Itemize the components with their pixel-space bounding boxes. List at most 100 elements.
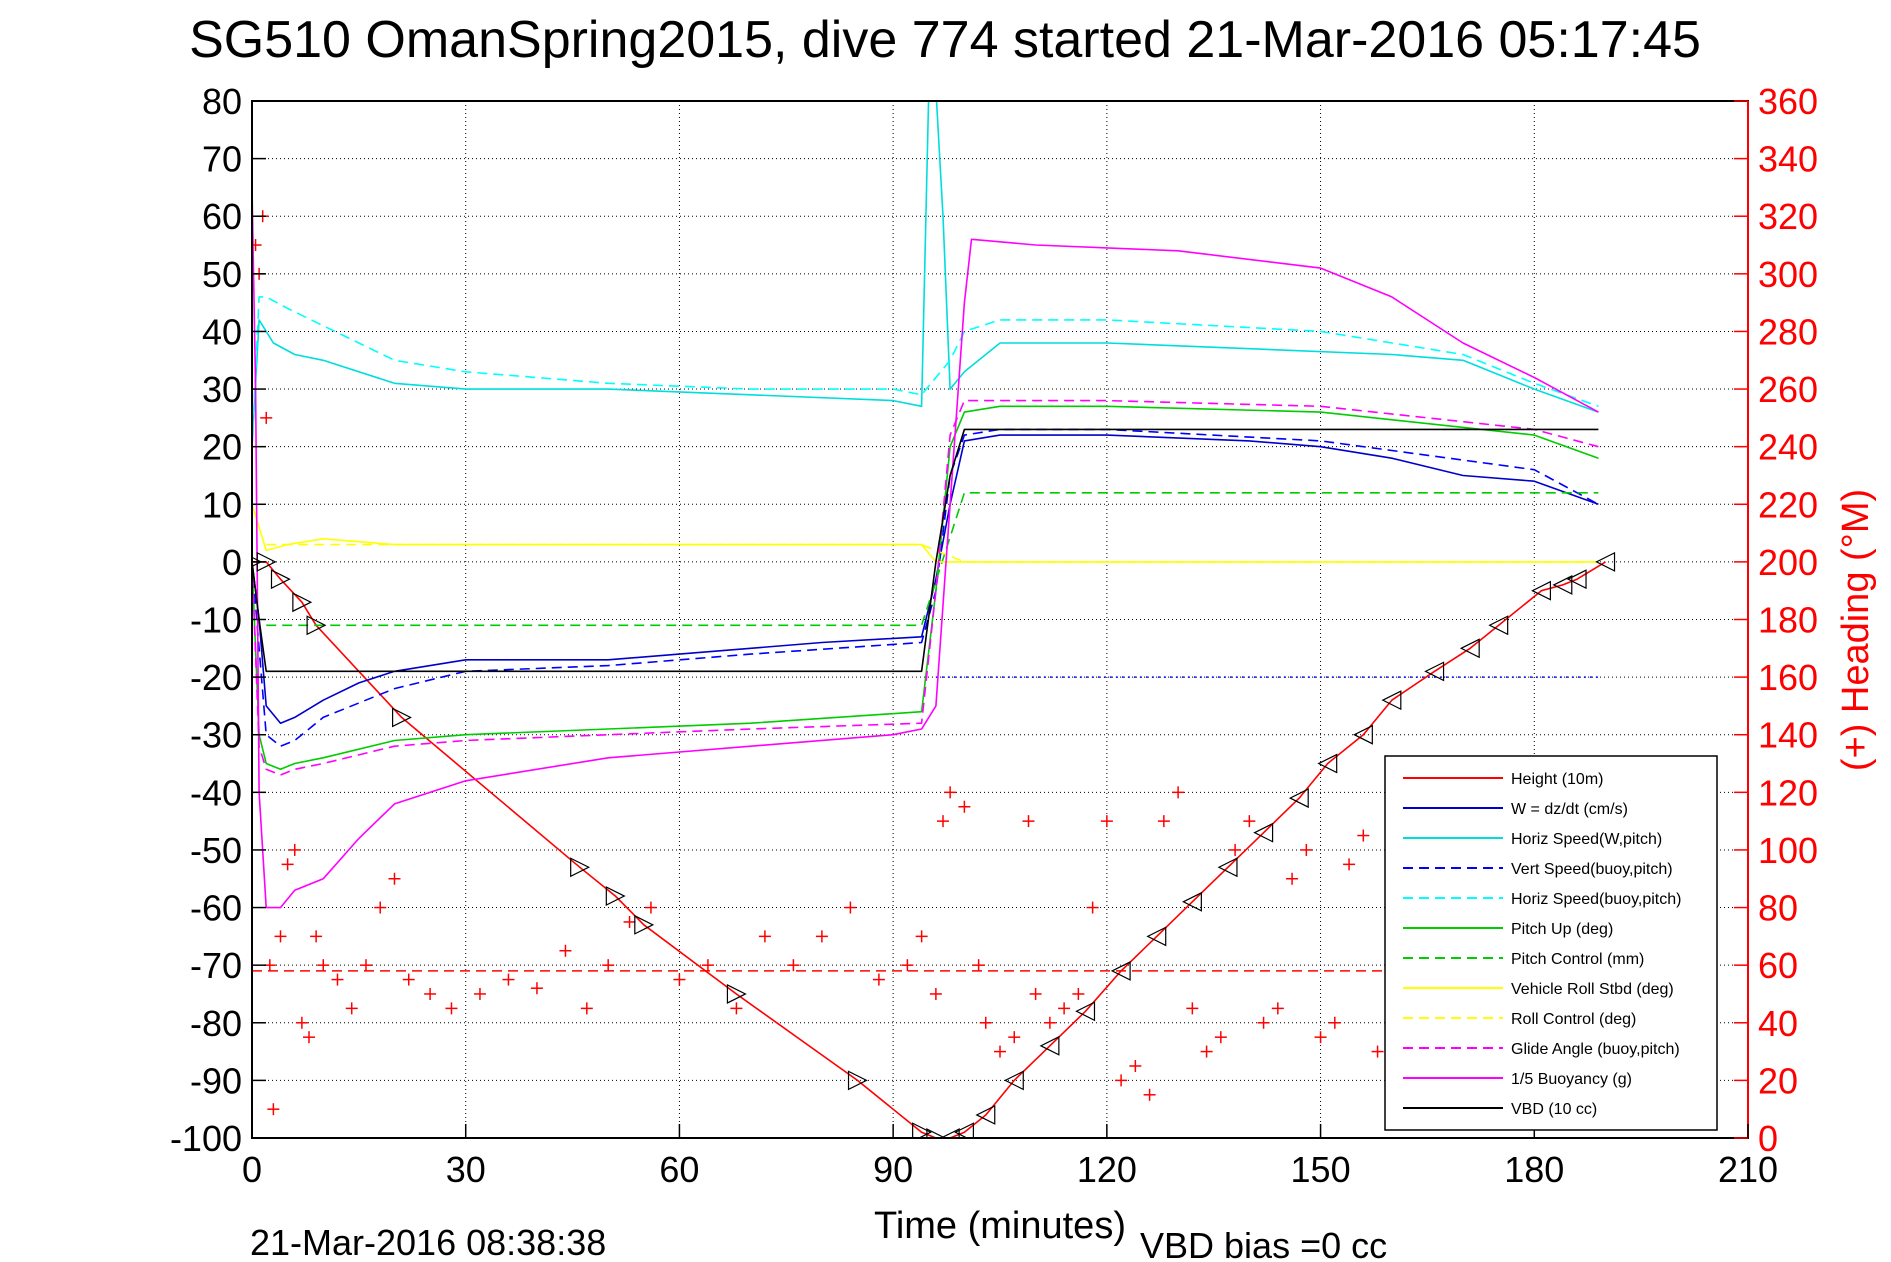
heading-point — [787, 959, 800, 972]
depth-markers-layer — [252, 551, 1616, 1138]
legend-label: W = dz/dt (cm/s) — [1511, 801, 1628, 818]
x-tick-label: 150 — [1291, 1149, 1351, 1190]
left-tick-label: -50 — [190, 830, 242, 871]
right-axis-label: (+) Heading (°M) — [1835, 489, 1877, 771]
depth-marker — [1566, 569, 1587, 590]
depth-marker — [1003, 1070, 1024, 1091]
heading-point — [1371, 1045, 1384, 1058]
right-tick-label: 220 — [1758, 484, 1818, 525]
right-tick-label: 280 — [1758, 311, 1818, 352]
left-tick-label: -100 — [170, 1118, 242, 1159]
heading-point — [1214, 1031, 1227, 1044]
heading-point — [331, 973, 344, 986]
heading-point — [345, 1002, 358, 1015]
heading-point — [1300, 843, 1313, 856]
heading-point — [402, 973, 415, 986]
x-axis-label: Time (minutes) — [874, 1205, 1126, 1247]
series-line-9 — [266, 543, 1599, 563]
depth-marker — [912, 1122, 932, 1138]
heading-point — [530, 982, 543, 995]
x-tick-label: 90 — [873, 1149, 913, 1190]
heading-point — [580, 1002, 593, 1015]
series-line-4 — [252, 428, 1599, 748]
heading-point — [915, 930, 928, 943]
left-tick-label: 10 — [202, 484, 242, 525]
legend-label: Vehicle Roll Stbd (deg) — [1511, 981, 1674, 998]
heading-point — [1257, 1016, 1270, 1029]
depth-marker — [847, 1070, 868, 1091]
heading-point — [1271, 1002, 1284, 1015]
heading-point — [445, 1002, 458, 1015]
heading-point — [1100, 815, 1113, 828]
heading-point — [758, 930, 771, 943]
left-tick-label: 80 — [202, 81, 242, 122]
legend-box — [1384, 755, 1718, 1131]
heading-point — [1328, 1016, 1341, 1029]
depth-marker — [954, 1122, 974, 1138]
depth-marker — [634, 914, 655, 935]
series-line-7 — [266, 491, 1599, 627]
left-tick-label: 0 — [222, 542, 242, 583]
heading-point — [701, 959, 714, 972]
x-tick-label: 120 — [1077, 1149, 1137, 1190]
left-tick-label: -40 — [190, 772, 242, 813]
heading-point — [288, 843, 301, 856]
left-tick-label: 20 — [202, 427, 242, 468]
heading-point — [623, 915, 636, 928]
end-time-annotation: 21-Mar-2016 08:38:38 — [250, 1222, 606, 1262]
heading-point — [473, 987, 486, 1000]
heading-point — [302, 1031, 315, 1044]
right-tick-label: 60 — [1758, 945, 1798, 986]
depth-marker — [605, 886, 626, 907]
right-tick-label: 80 — [1758, 888, 1798, 929]
legend-label: Glide Angle (buoy,pitch) — [1511, 1041, 1680, 1058]
left-tick-label: -60 — [190, 888, 242, 929]
right-axis-ticks: 3603403203002802602402202001801601401201… — [1734, 81, 1818, 1159]
heading-point — [274, 930, 287, 943]
heading-point — [310, 930, 323, 943]
depth-marker — [1039, 1035, 1060, 1056]
right-tick-label: 120 — [1758, 772, 1818, 813]
legend-label: 1/5 Buoyancy (g) — [1511, 1071, 1632, 1088]
heading-point — [374, 901, 387, 914]
x-tick-label: 0 — [242, 1149, 262, 1190]
heading-point — [1172, 786, 1185, 799]
heading-point — [281, 858, 294, 871]
heading-point — [267, 1103, 280, 1116]
x-tick-label: 210 — [1718, 1149, 1778, 1190]
depth-marker — [1146, 926, 1167, 947]
left-tick-label: -30 — [190, 715, 242, 756]
legend-label: Horiz Speed(W,pitch) — [1511, 831, 1662, 848]
depth-marker — [1317, 753, 1338, 774]
depth-marker — [1424, 661, 1445, 682]
heading-point — [1186, 1002, 1199, 1015]
left-tick-label: -90 — [190, 1060, 242, 1101]
heading-point — [1286, 872, 1299, 885]
depth-marker — [292, 592, 313, 613]
left-tick-label: 70 — [202, 139, 242, 180]
depth-marker — [570, 857, 591, 878]
right-tick-label: 40 — [1758, 1003, 1798, 1044]
heading-point — [994, 1045, 1006, 1058]
right-tick-label: 160 — [1758, 657, 1818, 698]
heading-point — [872, 973, 885, 986]
depth-marker — [1352, 724, 1373, 745]
heading-point — [1357, 829, 1370, 842]
right-tick-label: 0 — [1758, 1118, 1778, 1159]
heading-point — [1115, 1074, 1128, 1087]
legend-label: Height (10m) — [1511, 771, 1603, 788]
right-tick-label: 20 — [1758, 1060, 1798, 1101]
heading-point — [844, 901, 857, 914]
legend-label: Vert Speed(buoy,pitch) — [1511, 861, 1673, 878]
heading-point — [1157, 815, 1170, 828]
legend-label: Horiz Speed(buoy,pitch) — [1511, 891, 1681, 908]
series-line-6 — [252, 405, 1599, 771]
right-tick-label: 200 — [1758, 542, 1818, 583]
heading-point — [1314, 1031, 1327, 1044]
series-line-10 — [252, 399, 1599, 776]
legend-label: Roll Control (deg) — [1511, 1011, 1636, 1028]
heading-point — [388, 872, 401, 885]
depth-marker — [1075, 1001, 1096, 1022]
heading-point — [260, 411, 273, 424]
